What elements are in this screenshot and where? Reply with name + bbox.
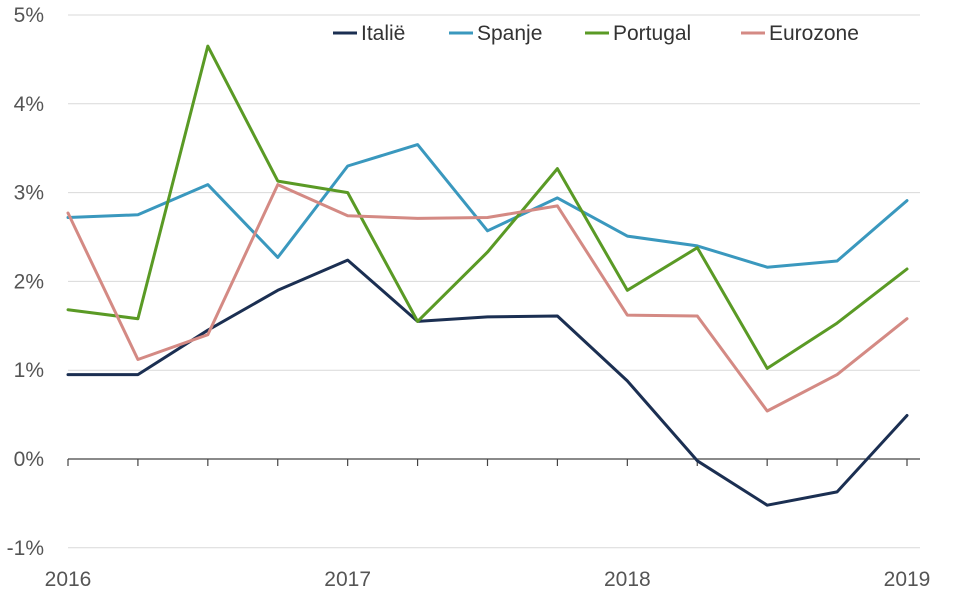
legend-label: Italië — [361, 22, 405, 45]
x-tick-label: 2016 — [45, 568, 92, 591]
y-tick-label: 2% — [14, 270, 44, 293]
legend: Italië Spanje Portugal Eurozone — [333, 22, 859, 45]
x-tick-label: 2017 — [324, 568, 371, 591]
y-tick-label: 3% — [14, 182, 44, 205]
series-line-itali- — [66, 258, 909, 507]
legend-label: Spanje — [477, 22, 542, 45]
y-tick-label: -1% — [7, 537, 44, 560]
y-tick-label: 4% — [14, 93, 44, 116]
x-tick-label: 2019 — [884, 568, 931, 591]
legend-label: Eurozone — [769, 22, 859, 45]
x-tick-label: 2018 — [604, 568, 651, 591]
y-axis-labels: 5% 4% 3% 2% 1% 0% -1% — [7, 4, 44, 560]
y-tick-label: 5% — [14, 4, 44, 27]
series-line-eurozone — [66, 183, 909, 413]
x-axis: 2016 2017 2018 2019 — [45, 458, 931, 591]
y-tick-label: 0% — [14, 448, 44, 471]
legend-label: Portugal — [613, 22, 691, 45]
y-tick-label: 1% — [14, 359, 44, 382]
series-line-portugal — [66, 44, 909, 370]
gridlines — [68, 14, 920, 549]
series-line-spanje — [66, 143, 909, 269]
series-lines — [66, 44, 909, 507]
